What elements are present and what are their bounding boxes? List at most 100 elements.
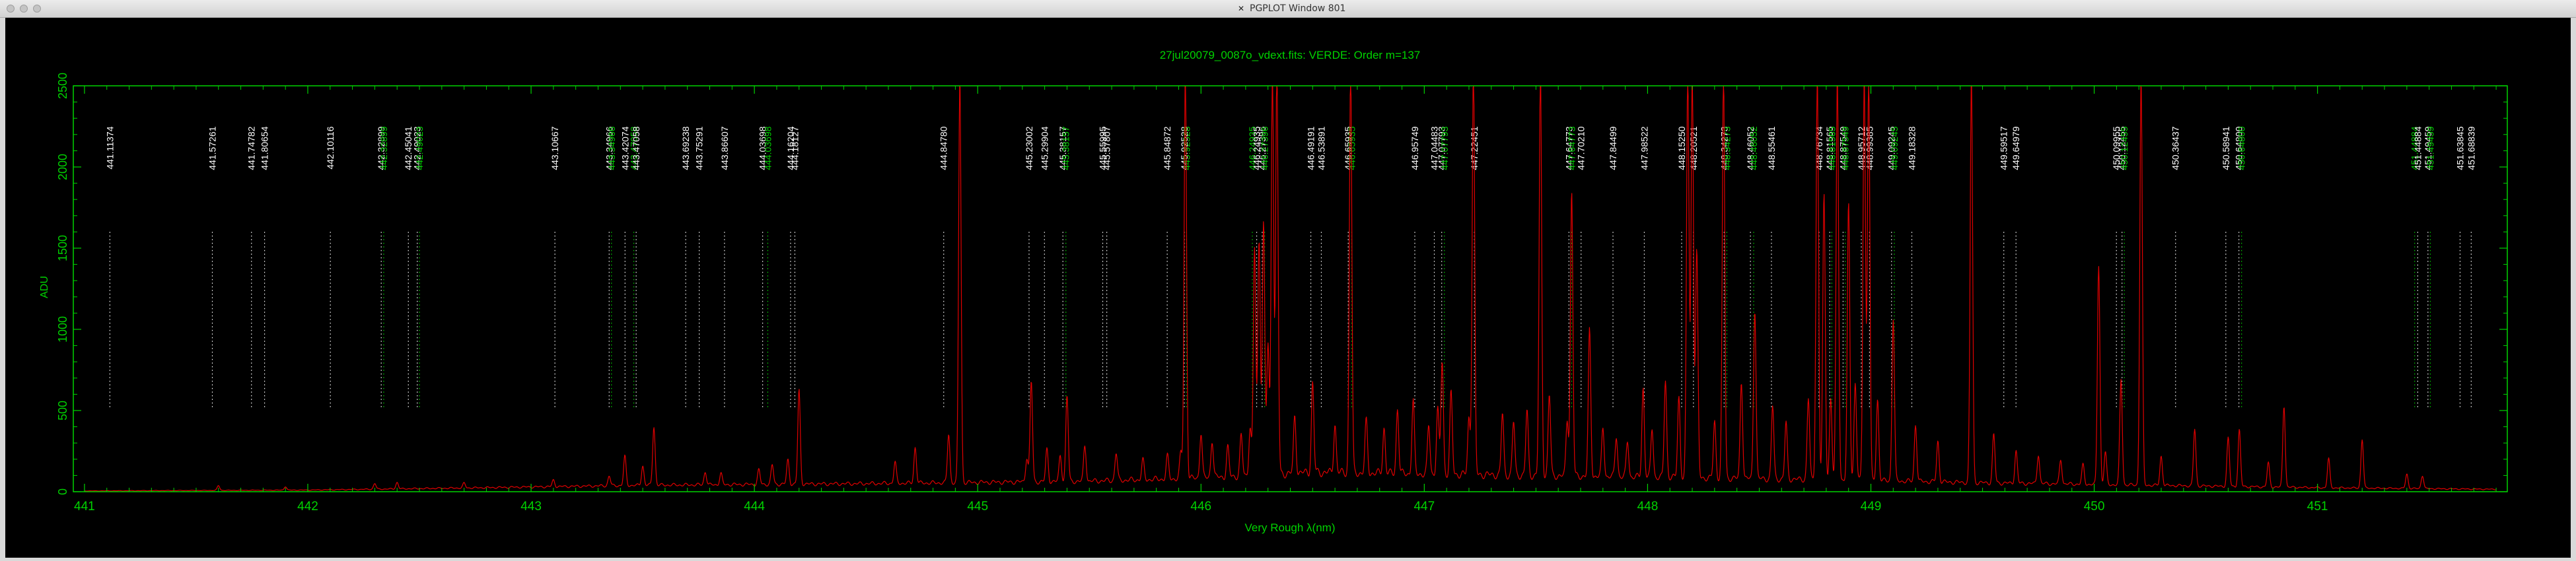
chart-title: 27jul20079_0087o_vdext.fits: VERDE: Orde… bbox=[1160, 49, 1421, 61]
reference-line-label: 443.10667 bbox=[550, 126, 560, 170]
reference-line-label: 446.65935 bbox=[1343, 126, 1353, 170]
x-tick-label: 448 bbox=[1637, 500, 1659, 513]
reference-line-label: 445.38157 bbox=[1061, 126, 1071, 170]
reference-line-label: 448.46052 bbox=[1748, 126, 1759, 170]
reference-line-label: 445.23002 bbox=[1024, 126, 1034, 170]
reference-line-label: 447.64773 bbox=[1566, 126, 1577, 170]
reference-line-label: 449.64979 bbox=[2011, 126, 2021, 170]
reference-line-label: 446.24935 bbox=[1252, 126, 1262, 170]
reference-line-label: 450.09955 bbox=[2111, 126, 2122, 170]
reference-line-label: 445.55995 bbox=[1098, 126, 1108, 170]
reference-line-label: 444.03698 bbox=[762, 126, 773, 170]
reference-line-label: 448.87549 bbox=[1840, 126, 1851, 170]
x-axis-label: Very Rough λ(nm) bbox=[1245, 521, 1336, 534]
reference-line-label: 446.27396 bbox=[1260, 126, 1270, 170]
reference-line-label: 444.84780 bbox=[939, 126, 949, 170]
reference-line-label: 448.81565 bbox=[1824, 126, 1835, 170]
x-tick-label: 450 bbox=[2084, 500, 2105, 513]
reference-line-label: 442.32899 bbox=[376, 126, 386, 170]
reference-line-label: 443.47058 bbox=[629, 126, 639, 170]
reference-line-label: 448.95712 bbox=[1856, 126, 1867, 170]
reference-line-label: 450.58941 bbox=[2221, 126, 2231, 170]
reference-line-label: 442.49023 bbox=[414, 126, 425, 170]
plot-frame: 441 442 443 444 445 446 447 448 449 450 451 0 500 100… bbox=[56, 73, 2508, 513]
reference-line-label: 448.55461 bbox=[1766, 126, 1777, 170]
reference-line-label: 448.87549 bbox=[1838, 126, 1848, 170]
y-tick-label: 1500 bbox=[56, 235, 69, 261]
reference-line-label: 444.16204 bbox=[785, 126, 796, 170]
window-titlebar: ✕ PGPLOT Window 801 bbox=[0, 0, 2576, 18]
reference-line-label: 445.38157 bbox=[1057, 126, 1068, 170]
window-title: PGPLOT Window 801 bbox=[1250, 3, 1346, 14]
reference-line-label: 447.04483 bbox=[1429, 126, 1439, 170]
spectrum-plot: 441.11374 441.57261 441.74782 441.80654 442.… bbox=[39, 49, 2508, 534]
reference-line-label: 444.18127 bbox=[789, 126, 800, 170]
plot-labels: 27jul20079_0087o_vdext.fits: VERDE: Orde… bbox=[39, 49, 1420, 534]
x-tick-label: 446 bbox=[1190, 500, 1211, 513]
reference-line-label: 448.15250 bbox=[1676, 126, 1687, 170]
reference-line-label: 442.32899 bbox=[378, 126, 389, 170]
reference-line-label: 447.84499 bbox=[1608, 126, 1618, 170]
y-tick-label: 2500 bbox=[56, 73, 69, 99]
x-tick-label: 447 bbox=[1413, 500, 1435, 513]
reference-line-label: 443.47058 bbox=[631, 126, 641, 170]
spectrum-trace bbox=[84, 85, 2497, 492]
y-tick-label: 0 bbox=[56, 488, 69, 495]
reference-line-label: 446.49191 bbox=[1306, 126, 1316, 170]
plot-window: 441.11374 441.57261 441.74782 441.80654 442.… bbox=[5, 18, 2571, 558]
reference-line-label: 443.42074 bbox=[620, 126, 630, 170]
reference-line-label: 443.69238 bbox=[680, 126, 691, 170]
reference-line-label: 441.80654 bbox=[260, 126, 270, 170]
reference-line-label: 447.07793 bbox=[1439, 126, 1450, 170]
reference-line-label: 451.63845 bbox=[2454, 126, 2465, 170]
reference-line-label: 449.18328 bbox=[1906, 126, 1917, 170]
x-tick-label: 441 bbox=[74, 500, 95, 513]
reference-line-label: 449.59517 bbox=[1999, 126, 2009, 170]
reference-line-label: 446.24935 bbox=[1247, 126, 1258, 170]
y-tick-label: 500 bbox=[56, 401, 69, 420]
reference-line-label: 451.44884 bbox=[2412, 126, 2423, 170]
y-axis-label: ADU bbox=[39, 276, 50, 298]
x-tick-label: 445 bbox=[967, 500, 988, 513]
reference-line-label: 445.57807 bbox=[1102, 126, 1112, 170]
y-tick-label: 2000 bbox=[56, 154, 69, 180]
reference-line-label: 443.86607 bbox=[719, 126, 730, 170]
reference-line-label: 442.10116 bbox=[325, 126, 336, 169]
reference-line-label: 450.64800 bbox=[2236, 126, 2247, 170]
minimize-window-button[interactable] bbox=[20, 5, 28, 13]
spectrum-line bbox=[84, 85, 2497, 492]
reference-line-label: 450.64800 bbox=[2234, 126, 2244, 170]
reference-line-label: 443.34966 bbox=[606, 126, 617, 170]
reference-line-label: 443.75291 bbox=[694, 126, 705, 170]
close-window-button[interactable] bbox=[7, 5, 15, 13]
reference-line-label: 451.49459 bbox=[2425, 126, 2435, 170]
reference-line-label: 441.11374 bbox=[104, 126, 115, 169]
x-tick-label: 444 bbox=[744, 500, 765, 513]
reference-line-label: 451.44884 bbox=[2410, 126, 2420, 170]
x-tick-label: 449 bbox=[1861, 500, 1882, 513]
reference-line-label: 442.45041 bbox=[403, 126, 413, 170]
reference-line-label: 445.29904 bbox=[1039, 126, 1050, 170]
x-tick-label: 443 bbox=[520, 500, 542, 513]
reference-line-label: 446.53891 bbox=[1316, 126, 1326, 170]
reference-line-label: 447.07793 bbox=[1437, 126, 1447, 170]
reference-line-label: 448.76734 bbox=[1814, 126, 1824, 170]
reference-line-label: 449.09245 bbox=[1889, 126, 1900, 170]
zoom-window-button[interactable] bbox=[33, 5, 41, 13]
reference-line-label: 451.49459 bbox=[2423, 126, 2433, 170]
reference-line-label: 441.74782 bbox=[246, 126, 257, 170]
reference-line-label: 448.46052 bbox=[1745, 126, 1756, 170]
reference-line-label: 441.57261 bbox=[207, 126, 217, 170]
reference-line-label: 447.70210 bbox=[1576, 126, 1587, 170]
reference-line-label: 443.34966 bbox=[604, 126, 614, 170]
reference-lines: 441.11374 441.57261 441.74782 441.80654 442.… bbox=[104, 126, 2476, 408]
reference-line-label: 450.36437 bbox=[2170, 126, 2181, 170]
reference-line-label: 444.03698 bbox=[758, 126, 768, 170]
y-tick-label: 1000 bbox=[56, 316, 69, 343]
reference-line-label: 451.68839 bbox=[2466, 126, 2476, 170]
reference-line-label: 445.84872 bbox=[1162, 126, 1172, 170]
x-tick-label: 442 bbox=[297, 500, 318, 513]
reference-line-label: 450.12455 bbox=[2119, 126, 2129, 170]
x-tick-label: 451 bbox=[2307, 500, 2328, 513]
reference-line-label: 446.95749 bbox=[1410, 126, 1420, 170]
